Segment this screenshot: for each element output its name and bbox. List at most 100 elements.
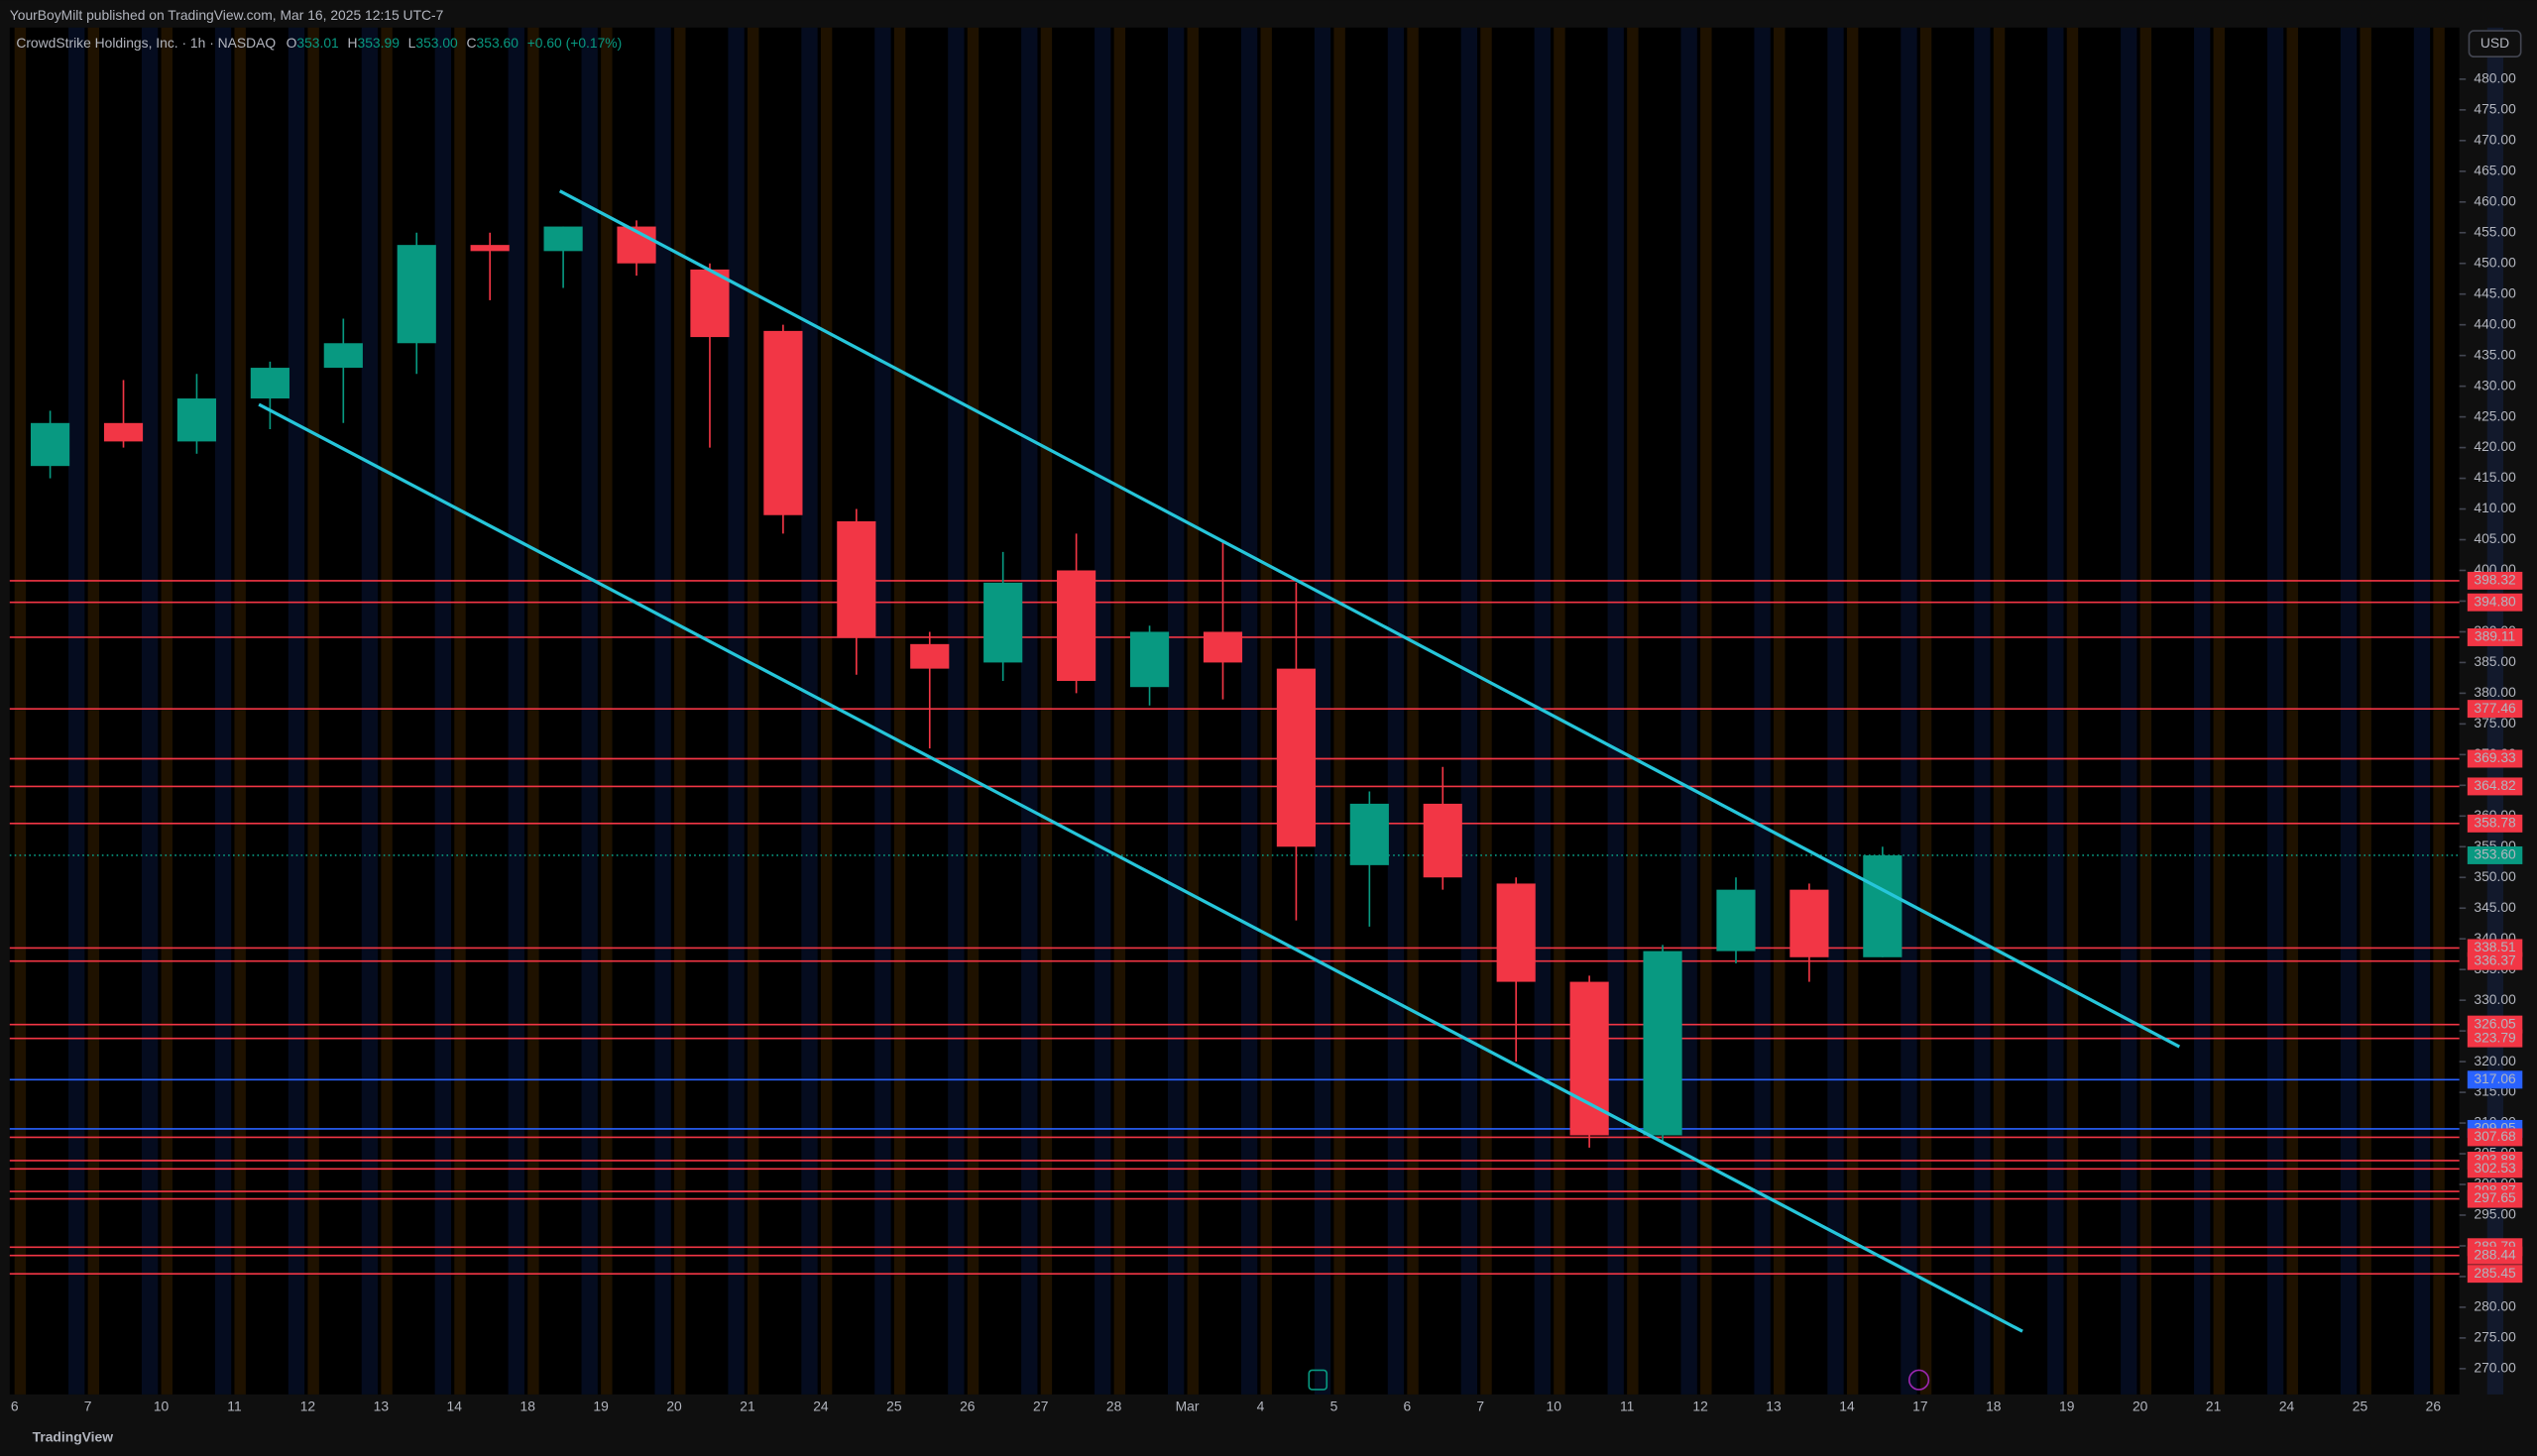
x-tick-label: 14 [447, 1399, 463, 1414]
afterhours-band [2413, 27, 2431, 1395]
candle-body [470, 245, 510, 252]
low: 353.00 [415, 35, 458, 51]
y-tick-label: 430.00 [2474, 377, 2516, 392]
event-icon[interactable] [1907, 1369, 1930, 1391]
change: +0.60 (+0.17%) [527, 35, 623, 51]
level-tag [2467, 1070, 2523, 1089]
open: 353.01 [296, 35, 339, 51]
afterhours-band [288, 27, 305, 1395]
afterhours-band [214, 27, 232, 1395]
premarket-band [1919, 27, 1932, 1395]
candle-body [103, 422, 144, 442]
levels [9, 580, 2460, 1275]
candle-body [1789, 889, 1829, 957]
level-tag [2467, 1160, 2523, 1178]
x-tick-label: 12 [1692, 1399, 1708, 1414]
candle-body [1349, 803, 1389, 865]
publisher: YourBoyMilt published on TradingView.com… [10, 7, 444, 23]
y-tick-label: 445.00 [2474, 284, 2516, 300]
premarket-band [1627, 27, 1639, 1395]
candle-body [1203, 631, 1243, 663]
y-tick-label: 470.00 [2474, 131, 2516, 147]
premarket-band [674, 27, 686, 1395]
earnings-icon[interactable] [1308, 1369, 1328, 1391]
premarket-band [2433, 27, 2445, 1395]
h-label: H [348, 35, 358, 51]
x-tick-label: 26 [960, 1399, 976, 1414]
y-tick-label: 270.00 [2474, 1360, 2516, 1376]
premarket-band [1260, 27, 1272, 1395]
level-label: 297.65 [2474, 1189, 2516, 1205]
x-tick-label: 25 [886, 1399, 902, 1414]
candle-body [763, 330, 803, 515]
y-tick-label: 275.00 [2474, 1329, 2516, 1345]
premarket-band [2360, 27, 2371, 1395]
y-tick-label: 330.00 [2474, 991, 2516, 1007]
candle-body [1863, 854, 1903, 957]
x-tick-label: 19 [593, 1399, 609, 1414]
candle-body [690, 269, 730, 338]
c-label: C [467, 35, 477, 51]
y-tick-label: 450.00 [2474, 254, 2516, 270]
premarket-band [2286, 27, 2298, 1395]
premarket-band [1846, 27, 1859, 1395]
afterhours-band [1754, 27, 1771, 1395]
y-tick-label: 375.00 [2474, 715, 2516, 730]
y-tick-label: 475.00 [2474, 101, 2516, 117]
channel-upper [558, 189, 2181, 1049]
candle-body [1129, 631, 1170, 688]
x-tick-label: 24 [813, 1399, 829, 1414]
currency-button[interactable] [2468, 30, 2522, 58]
afterhours-band [508, 27, 524, 1395]
afterhours-band [2340, 27, 2358, 1395]
y-tick-label: 440.00 [2474, 315, 2516, 331]
premarket-band [1407, 27, 1419, 1395]
afterhours-band [68, 27, 85, 1395]
level-tag [2467, 627, 2523, 646]
x-tick-label: 5 [1330, 1399, 1338, 1414]
level-tag [2467, 1029, 2523, 1048]
premarket-band [1774, 27, 1786, 1395]
afterhours-band [1240, 27, 1258, 1395]
afterhours-band [1607, 27, 1624, 1395]
x-tick-label: Mar [1176, 1399, 1200, 1414]
premarket-band [1113, 27, 1126, 1395]
level-label: 326.05 [2474, 1015, 2516, 1031]
candle-body [31, 422, 70, 467]
level-tag [2467, 700, 2523, 719]
y-tick-label: 435.00 [2474, 346, 2516, 362]
y-tick-label: 415.00 [2474, 469, 2516, 485]
premarket-band [527, 27, 539, 1395]
candle-body [1496, 883, 1536, 982]
afterhours-band [361, 27, 379, 1395]
afterhours-band [1021, 27, 1038, 1395]
x-tick-label: 14 [1839, 1399, 1855, 1414]
level-label: 302.53 [2474, 1160, 2516, 1176]
level-label: 377.46 [2474, 700, 2516, 716]
level-label: 338.51 [2474, 939, 2516, 954]
candle-body [983, 582, 1023, 663]
afterhours-band [2194, 27, 2211, 1395]
afterhours-band [1827, 27, 1844, 1395]
level-tag [2467, 777, 2523, 796]
x-tick-label: 13 [374, 1399, 390, 1414]
afterhours-band [2121, 27, 2137, 1395]
x-tick-label: 11 [1620, 1399, 1635, 1414]
premarket-band [1480, 27, 1492, 1395]
premarket-band [747, 27, 759, 1395]
level-label: 317.06 [2474, 1070, 2516, 1086]
premarket-band [1187, 27, 1199, 1395]
x-tick-label: 18 [1986, 1399, 2002, 1414]
premarket-band [381, 27, 393, 1395]
high: 353.99 [358, 35, 401, 51]
level-tag [2467, 1246, 2523, 1265]
y-tick-label: 380.00 [2474, 684, 2516, 700]
level-label: 364.82 [2474, 777, 2516, 793]
legend: CrowdStrike Holdings, Inc. · 1h · NASDAQ… [16, 35, 622, 51]
level-tag [2467, 749, 2523, 768]
premarket-band [2213, 27, 2226, 1395]
candle-body [250, 368, 289, 399]
premarket-band [1554, 27, 1565, 1395]
